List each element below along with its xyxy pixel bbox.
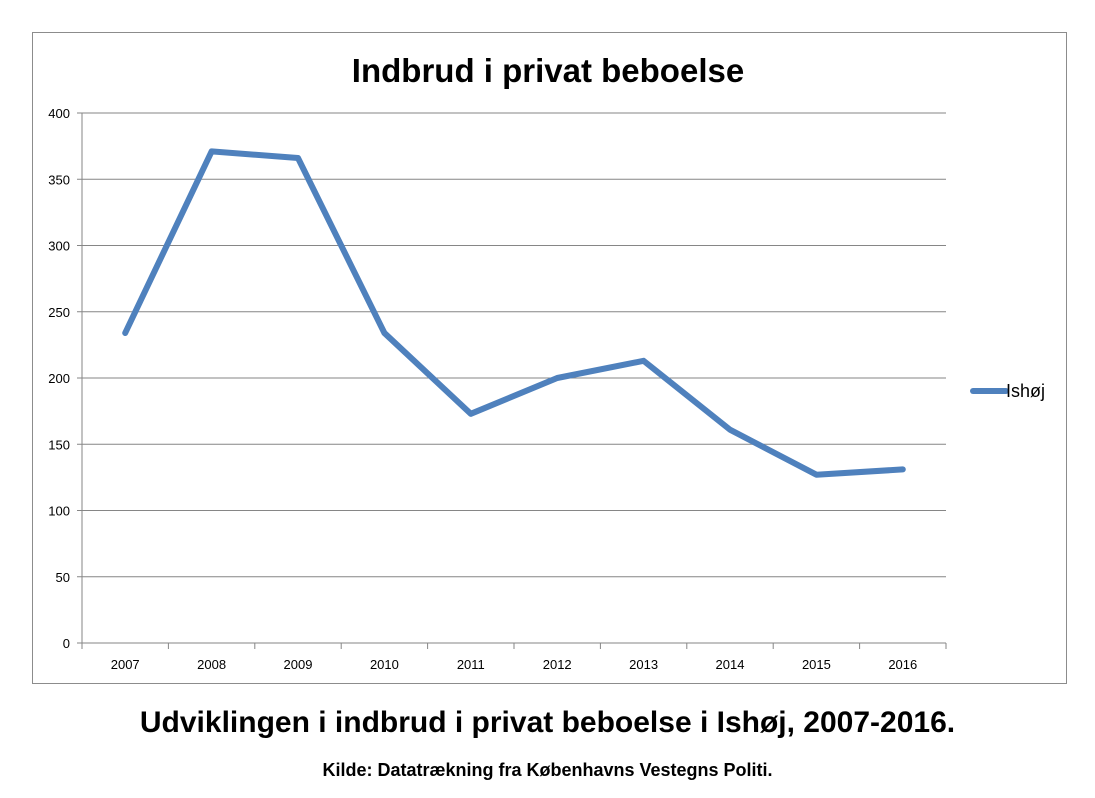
series-line bbox=[122, 148, 906, 478]
x-tick-label: 2015 bbox=[802, 657, 831, 672]
x-tick-label: 2012 bbox=[543, 657, 572, 672]
x-tick-label: 2007 bbox=[111, 657, 140, 672]
y-tick-label: 200 bbox=[48, 371, 70, 386]
line-chart: 0 50 100 150 200 250 300 350 400 2007 2008 2009 2010… bbox=[48, 52, 1045, 672]
y-tick-label: 100 bbox=[48, 504, 70, 519]
y-tick-label: 50 bbox=[56, 570, 70, 585]
axes bbox=[77, 112, 947, 649]
chart-frame: 0 50 100 150 200 250 300 350 400 2007 2008 2009 2010… bbox=[32, 32, 1067, 684]
x-tick-label: 2008 bbox=[197, 657, 226, 672]
chart-title: Indbrud i privat beboelse bbox=[352, 52, 744, 89]
x-tick-label: 2010 bbox=[370, 657, 399, 672]
y-tick-label: 300 bbox=[48, 239, 70, 254]
y-tick-label: 150 bbox=[48, 437, 70, 452]
x-tick-label: 2009 bbox=[284, 657, 313, 672]
figure-caption: Udviklingen i indbrud i privat beboelse … bbox=[139, 706, 956, 739]
series-lines bbox=[122, 148, 906, 478]
source-note: Kilde: Datatrækning fra Københavns Veste… bbox=[322, 760, 773, 780]
gridlines bbox=[82, 112, 946, 578]
tick-labels: 0 50 100 150 200 250 300 350 400 2007 2008 2009 2010… bbox=[48, 106, 917, 672]
x-tick-label: 2016 bbox=[888, 657, 917, 672]
y-tick-label: 400 bbox=[48, 106, 70, 121]
legend: Ishøj bbox=[970, 381, 1045, 401]
y-tick-label: 350 bbox=[48, 172, 70, 187]
y-tick-label: 0 bbox=[63, 636, 70, 651]
legend-label: Ishøj bbox=[1006, 381, 1045, 401]
x-tick-label: 2013 bbox=[629, 657, 658, 672]
x-tick-label: 2011 bbox=[457, 657, 485, 672]
y-tick-label: 250 bbox=[48, 305, 70, 320]
x-tick-label: 2014 bbox=[716, 657, 745, 672]
